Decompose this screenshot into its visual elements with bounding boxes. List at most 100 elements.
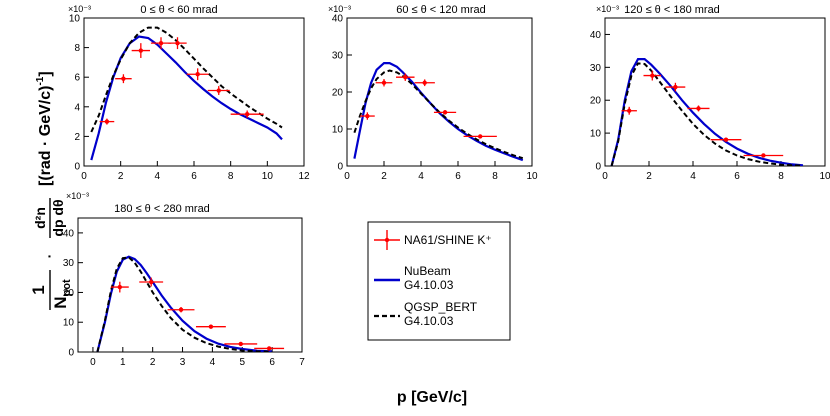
data-point (207, 86, 230, 95)
y-tick-label: 10 (63, 318, 75, 329)
ylabel-dot: · (41, 254, 57, 259)
data-point (621, 106, 637, 115)
x-tick-label: 3 (180, 357, 186, 368)
x-tick-label: 2 (381, 171, 387, 182)
nubeam-curve (96, 255, 273, 352)
data-point (224, 341, 258, 347)
panel-2-exponent: ×10⁻³ (596, 4, 619, 14)
data-point (665, 82, 686, 92)
data-point (375, 79, 393, 87)
y-tick-label: 10 (332, 125, 344, 136)
data-point (463, 134, 497, 139)
x-tick-label: 6 (191, 171, 197, 182)
x-tick-label: 6 (269, 357, 275, 368)
data-marker (216, 88, 221, 93)
data-marker (121, 76, 126, 81)
y-tick-label: 0 (337, 162, 343, 173)
legend-nubeam-label: NuBeam (404, 264, 451, 278)
panel-2-frame (604, 17, 826, 167)
x-tick-label: 5 (239, 357, 245, 368)
data-point (433, 110, 457, 115)
data-marker (178, 307, 184, 312)
panel-0-theta-0-60: 0 ≤ θ < 60 mrad ×10⁻³ 0 2 4 6 8 10 12 0 2 4 6 8 10 (68, 4, 310, 182)
y-tick-label: 0 (595, 162, 601, 173)
x-tick-label: 2 (118, 171, 124, 182)
x-tick-label: 4 (210, 357, 216, 368)
x-tick-label: 8 (228, 171, 234, 182)
x-tick-label: 4 (418, 171, 424, 182)
x-tick-label: 10 (819, 171, 830, 182)
x-tick-label: 10 (526, 171, 538, 182)
data-marker (158, 40, 164, 46)
x-tick-label: 0 (602, 171, 608, 182)
y-tick-label: 20 (332, 88, 344, 99)
data-marker (117, 284, 123, 290)
data-point (186, 68, 209, 81)
legend-data-label: NA61/SHINE K⁺ (404, 233, 492, 247)
data-marker (365, 113, 370, 119)
x-tick-label: 10 (262, 171, 274, 182)
panel-2-ticks: 0 2 4 6 8 10 0 10 20 30 40 (590, 30, 830, 182)
y-tick-label: 10 (590, 129, 602, 140)
panel-0-curves (90, 26, 283, 161)
panel-3-theta-180-280: 180 ≤ θ < 280 mrad ×10⁻³ 0 1 2 3 4 5 6 7 0 10 20 30… (63, 191, 305, 368)
data-marker (208, 324, 214, 329)
x-tick-label: 0 (81, 171, 87, 182)
data-point (743, 153, 784, 158)
data-point (643, 70, 662, 81)
data-marker (627, 108, 632, 113)
data-marker (104, 119, 110, 124)
legend-data-marker (384, 237, 390, 243)
data-point (150, 37, 172, 50)
data-marker (381, 80, 387, 85)
data-marker (696, 106, 701, 111)
legend-qgsp-label: QGSP_BERT (404, 300, 478, 314)
legend-entry-nubeam: NuBeam G4.10.03 (374, 264, 454, 292)
x-tick-label: 6 (734, 171, 740, 182)
panel-1-data-points (359, 73, 497, 139)
panel-3-frame (77, 217, 303, 353)
ylabel-frac-num: d²n (32, 207, 48, 229)
x-axis-label: p [GeV/c] (397, 389, 467, 406)
panel-3-title: 180 ≤ θ < 280 mrad (114, 203, 210, 215)
x-tick-label: 0 (90, 357, 96, 368)
data-marker (723, 137, 729, 142)
y-tick-label: 40 (63, 228, 75, 239)
data-point (230, 110, 264, 118)
panel-1-theta-60-120: 60 ≤ θ < 120 mrad ×10⁻³ 0 2 4 6 8 10 0 10 20 30 40 (328, 4, 538, 182)
data-point (115, 74, 132, 84)
ylabel-prefix-num: 1 (29, 285, 48, 294)
qgsp-bert-curve (610, 62, 804, 166)
data-marker (244, 112, 250, 117)
data-point (168, 37, 187, 50)
legend-qgsp-label2: G4.10.03 (404, 314, 454, 328)
data-point (710, 137, 742, 142)
qgsp-bert-curve (353, 69, 524, 160)
data-marker (650, 73, 655, 78)
panel-3-ticks: 0 1 2 3 4 5 6 7 0 10 20 30 40 (63, 228, 305, 368)
y-tick-label: 0 (74, 162, 80, 173)
x-tick-label: 8 (778, 171, 784, 182)
data-point (687, 105, 710, 112)
y-tick-label: 4 (74, 102, 80, 113)
data-marker (148, 279, 154, 285)
panel-0-frame (83, 17, 305, 167)
data-marker (266, 346, 272, 351)
y-tick-label: 10 (69, 14, 81, 25)
panel-2-theta-120-180: 120 ≤ θ < 180 mrad ×10⁻³ 0 2 4 6 8 10 0 10 20 30 4… (590, 4, 830, 182)
data-point (396, 73, 415, 81)
panel-3-exponent: ×10⁻³ (66, 191, 89, 201)
x-tick-label: 1 (120, 357, 126, 368)
x-tick-label: 2 (646, 171, 652, 182)
data-marker (138, 48, 144, 53)
y-tick-label: 30 (63, 258, 75, 269)
x-tick-label: 4 (155, 171, 161, 182)
legend-entry-qgsp: QGSP_BERT G4.10.03 (374, 300, 478, 328)
ylabel-prefix-den: Npot (51, 279, 73, 309)
panel-1-ticks: 0 2 4 6 8 10 0 10 20 30 40 (332, 14, 538, 183)
legend-nubeam-label2: G4.10.03 (404, 278, 454, 292)
y-tick-label: 30 (332, 51, 344, 62)
data-point (195, 324, 226, 329)
data-marker (673, 84, 678, 90)
qgsp-bert-curve (96, 256, 273, 352)
